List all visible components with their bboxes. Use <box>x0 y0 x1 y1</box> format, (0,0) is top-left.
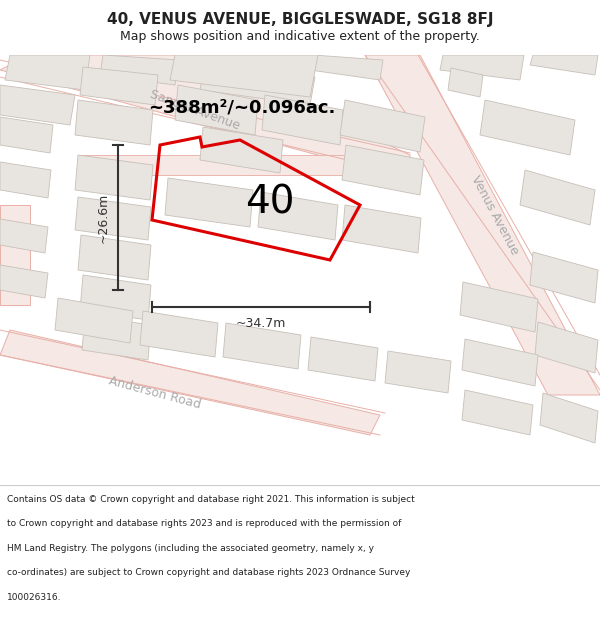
Polygon shape <box>75 197 151 240</box>
Polygon shape <box>0 117 53 153</box>
Polygon shape <box>78 235 151 280</box>
Polygon shape <box>80 275 151 320</box>
Polygon shape <box>82 315 151 360</box>
Text: Venus Avenue: Venus Avenue <box>469 173 521 257</box>
Polygon shape <box>170 55 318 97</box>
Polygon shape <box>80 67 158 105</box>
Text: ~26.6m: ~26.6m <box>97 192 110 242</box>
Polygon shape <box>55 298 133 343</box>
Polygon shape <box>75 155 153 200</box>
Text: ~34.7m: ~34.7m <box>236 317 286 330</box>
Text: Contains OS data © Crown copyright and database right 2021. This information is : Contains OS data © Crown copyright and d… <box>7 495 415 504</box>
Polygon shape <box>530 252 598 303</box>
Polygon shape <box>462 390 533 435</box>
Polygon shape <box>530 55 598 75</box>
Polygon shape <box>385 351 451 393</box>
Polygon shape <box>0 55 410 180</box>
Polygon shape <box>262 95 343 145</box>
Polygon shape <box>480 100 575 155</box>
Polygon shape <box>0 85 75 125</box>
Text: 40, VENUS AVENUE, BIGGLESWADE, SG18 8FJ: 40, VENUS AVENUE, BIGGLESWADE, SG18 8FJ <box>107 12 493 27</box>
Polygon shape <box>0 330 380 435</box>
Polygon shape <box>308 337 378 381</box>
Text: Anderson Road: Anderson Road <box>107 374 203 411</box>
Text: 40: 40 <box>245 184 295 222</box>
Polygon shape <box>75 100 153 145</box>
Polygon shape <box>258 192 338 240</box>
Polygon shape <box>5 55 90 90</box>
Text: ~388m²/~0.096ac.: ~388m²/~0.096ac. <box>148 99 335 117</box>
Polygon shape <box>200 127 283 173</box>
Polygon shape <box>462 339 538 386</box>
Polygon shape <box>460 282 538 332</box>
Polygon shape <box>520 170 595 225</box>
Polygon shape <box>100 55 178 85</box>
Text: to Crown copyright and database rights 2023 and is reproduced with the permissio: to Crown copyright and database rights 2… <box>7 519 401 528</box>
Polygon shape <box>365 55 600 395</box>
Polygon shape <box>200 62 315 105</box>
Polygon shape <box>0 162 51 198</box>
Polygon shape <box>0 265 48 298</box>
Polygon shape <box>535 322 598 373</box>
Polygon shape <box>342 205 421 253</box>
Polygon shape <box>80 155 380 175</box>
Polygon shape <box>0 205 30 305</box>
Polygon shape <box>342 145 424 195</box>
Text: 100026316.: 100026316. <box>7 592 62 602</box>
Text: co-ordinates) are subject to Crown copyright and database rights 2023 Ordnance S: co-ordinates) are subject to Crown copyr… <box>7 568 410 578</box>
Polygon shape <box>223 323 301 369</box>
Polygon shape <box>215 55 300 75</box>
Text: Map shows position and indicative extent of the property.: Map shows position and indicative extent… <box>120 30 480 43</box>
Text: HM Land Registry. The polygons (including the associated geometry, namely x, y: HM Land Registry. The polygons (includin… <box>7 544 374 552</box>
Polygon shape <box>310 55 383 80</box>
Polygon shape <box>165 178 253 227</box>
Polygon shape <box>448 68 483 97</box>
Polygon shape <box>0 219 48 253</box>
Polygon shape <box>540 393 598 443</box>
Polygon shape <box>440 55 524 80</box>
Polygon shape <box>140 311 218 357</box>
Text: Sanger Avenue: Sanger Avenue <box>148 88 242 132</box>
Polygon shape <box>175 85 258 135</box>
Polygon shape <box>340 100 425 152</box>
